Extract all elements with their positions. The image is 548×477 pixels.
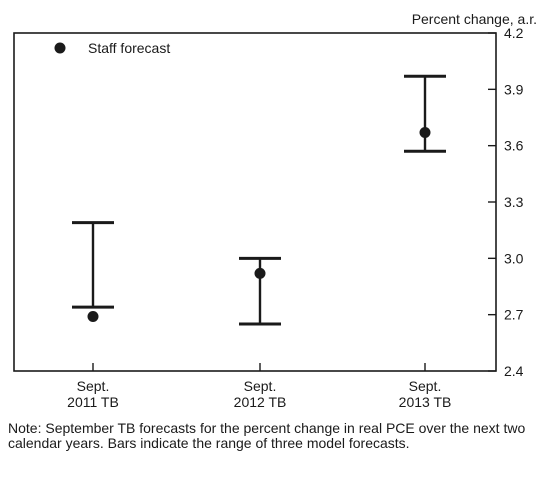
legend-label: Staff forecast [88,40,170,56]
y-tick-label: 3.3 [504,194,524,210]
y-axis-label: Percent change, a.r. [412,11,537,27]
legend: Staff forecast [54,40,170,56]
y-tick-label: 3.0 [504,250,524,266]
y-tick-label: 2.4 [504,363,524,379]
y-axis-ticks: 2.4 2.7 3.0 3.3 3.6 3.9 4.2 [488,25,524,379]
y-tick-label: 4.2 [504,25,524,41]
x-tick-label: Sept. [244,378,277,394]
legend-marker [54,42,66,54]
staff-forecast-point [254,267,266,279]
forecast-chart: Percent change, a.r. 2.4 2.7 3.0 3.3 3.6 3.9 4… [13,11,537,410]
x-tick-label: 2013 TB [399,394,452,410]
staff-forecast-point [87,311,99,323]
staff-forecast-points [87,127,431,323]
x-tick-label: 2011 TB [67,394,119,410]
x-tick-label: 2012 TB [234,394,287,410]
forecast-range-bars [72,74,446,326]
y-tick-label: 2.7 [504,307,524,323]
y-tick-label: 3.9 [504,81,524,97]
plot-frame [13,32,497,372]
x-tick-label: Sept. [77,378,110,394]
y-tick-label: 3.6 [504,138,524,154]
x-tick-label: Sept. [409,378,442,394]
staff-forecast-point [419,127,431,139]
chart-note: Note: September TB forecasts for the per… [8,420,526,451]
